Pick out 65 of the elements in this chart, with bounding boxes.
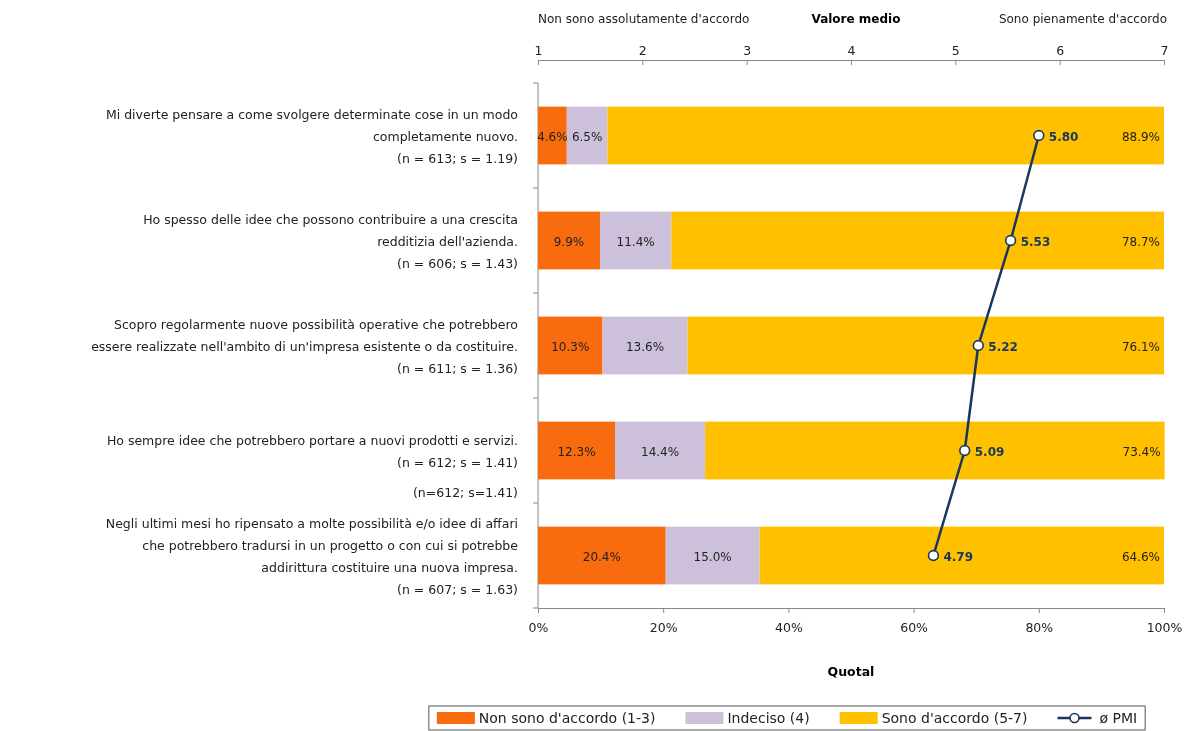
y-tick-label: Ho spesso delle idee che possono contribuire a una crescita redditizia dell'azienda. (n = 606; s = 1.43): [143, 211, 518, 271]
y-tick-label: Mi diverte pensare a come svolgere determinate cose in un modo completamente nuovo. (n = 613; s = 1.19): [105, 106, 518, 166]
bar: [615, 421, 706, 480]
data-label: 76.1%: [1121, 339, 1160, 354]
data-label: 15.0%: [693, 549, 732, 564]
bar: [599, 211, 672, 270]
x2-tick-label: 2: [638, 42, 647, 58]
x-tick-label: 40%: [775, 620, 803, 636]
x2-tick-label: 6: [1056, 42, 1065, 58]
data-label: 5.80: [1048, 129, 1079, 144]
x2-axis-title: Valore medio: [811, 12, 901, 26]
x-tick-label: 60%: [900, 620, 929, 636]
text: Sono pienamente d'accordo: [998, 12, 1167, 26]
point: [959, 444, 971, 457]
x-tick-label: 100%: [1146, 620, 1183, 636]
data-label: 20.4%: [582, 549, 621, 564]
data-label: 73.4%: [1122, 444, 1161, 459]
bar: [538, 526, 666, 585]
text: (n=612; s=1.41): [412, 485, 518, 500]
y-tick-label: Ho sempre idee che potrebbero portare a nuovi prodotti e servizi. (n = 612; s = 1.41): [106, 432, 518, 470]
bar: [665, 526, 760, 585]
bar: [538, 421, 615, 480]
data-label: 14.4%: [641, 444, 680, 459]
point: [927, 549, 940, 562]
legend-label: Indeciso (4): [727, 710, 810, 726]
point: [1004, 234, 1017, 247]
x-axis-title: Quotal: [827, 664, 875, 679]
legend-label: Non sono d'accordo (1-3): [478, 710, 656, 726]
legend-label: Sono d'accordo (5-7): [881, 710, 1028, 726]
bar: [607, 106, 1164, 165]
point: [972, 339, 984, 352]
bar: [602, 316, 688, 375]
data-label: 10.3%: [551, 339, 590, 354]
bar: [538, 316, 603, 375]
y-tick-label: Scopro regolarmente nuove possibilità operative che potrebbero essere realizzate nell'ambito di un'impresa esistente o da costituire. (n = 611; s = 1.36): [91, 316, 518, 376]
data-label: 11.4%: [616, 234, 655, 249]
bar: [759, 526, 1164, 585]
x2-tick-label: 7: [1160, 42, 1169, 58]
data-label: 9.9%: [553, 234, 585, 249]
data-label: 88.9%: [1121, 129, 1160, 144]
x-tick-label: 80%: [1025, 620, 1054, 636]
data-label: 64.6%: [1121, 549, 1160, 564]
data-label: 5.53: [1020, 234, 1051, 249]
x-tick-label: 0%: [528, 620, 549, 636]
y-tick-label: Negli ultimi mesi ho ripensato a molte possibilità e/o idee di affari che potrebbero tradursi in un progetto o con cui si potrebbe addirittura costituire una nuova impresa. (n = 607; s = 1.63): [105, 515, 519, 597]
data-label: 78.7%: [1121, 234, 1160, 249]
x2-tick-label: 4: [847, 42, 856, 58]
bar: [687, 316, 1164, 375]
x-tick-label: 20%: [649, 620, 678, 636]
bar: [705, 421, 1165, 480]
x2-tick-label: 3: [743, 42, 752, 58]
data-label: 5.09: [974, 444, 1005, 459]
data-label: 13.6%: [625, 339, 665, 354]
bar: [538, 211, 600, 270]
data-label: 6.5%: [571, 129, 603, 144]
x2-tick-label: 5: [951, 42, 960, 58]
data-label: 5.22: [988, 339, 1018, 354]
legend-label: ø PMI: [1099, 710, 1138, 726]
x2-tick-label: 1: [534, 42, 543, 58]
text: Non sono assolutamente d'accordo: [538, 12, 750, 26]
bar: [671, 211, 1164, 270]
data-label: 12.3%: [557, 444, 596, 459]
point: [1033, 129, 1045, 142]
bar: [566, 106, 608, 165]
data-label: 4.79: [943, 549, 974, 564]
